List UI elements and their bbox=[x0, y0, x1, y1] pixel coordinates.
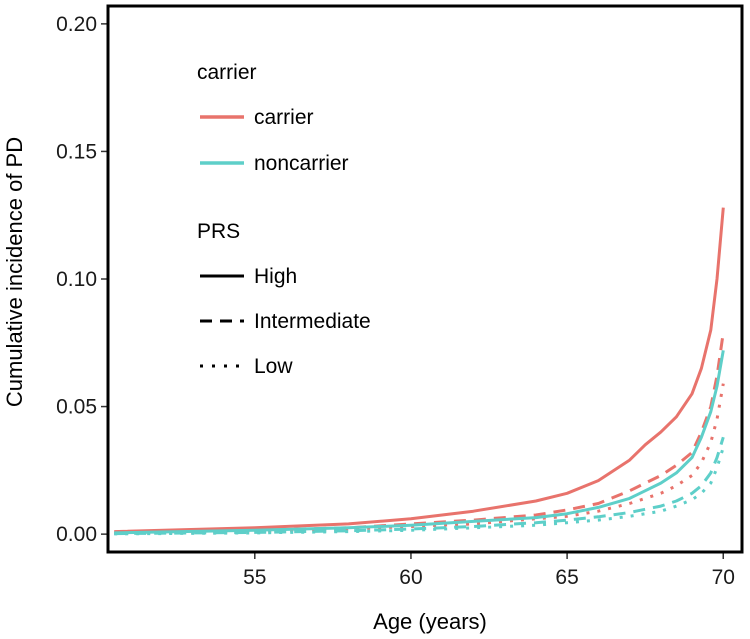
y-axis-title: Cumulative incidence of PD bbox=[2, 137, 27, 407]
legend-color-title: carrier bbox=[197, 61, 257, 84]
x-tick-label: 70 bbox=[712, 566, 735, 589]
legend-prs-title: PRS bbox=[197, 220, 240, 243]
series-layer bbox=[114, 207, 725, 536]
legend-label-intermediate: Intermediate bbox=[254, 310, 371, 333]
x-tick-label: 60 bbox=[399, 566, 422, 589]
series-line-noncarrier-low bbox=[114, 446, 725, 536]
x-tick-label: 55 bbox=[243, 566, 266, 589]
x-tick-label: 65 bbox=[555, 566, 578, 589]
legend-label-low: Low bbox=[254, 355, 293, 378]
series-line-noncarrier-high bbox=[114, 350, 725, 535]
y-tick-label: 0.10 bbox=[56, 268, 97, 291]
y-tick-label: 0.00 bbox=[56, 523, 97, 546]
legend: carrier carrier noncarrier PRS High Inte… bbox=[197, 61, 371, 378]
legend-label-noncarrier: noncarrier bbox=[254, 152, 349, 175]
y-tick-label: 0.05 bbox=[56, 396, 97, 419]
plot-panel bbox=[106, 4, 744, 554]
series-line-carrier-high bbox=[114, 207, 725, 534]
legend-label-carrier: carrier bbox=[254, 106, 314, 129]
ticks-layer: 0.00 0.05 0.10 0.15 0.20 55 60 65 70 bbox=[56, 13, 735, 589]
x-axis-title: Age (years) bbox=[373, 609, 487, 634]
y-tick-label: 0.20 bbox=[56, 13, 97, 36]
legend-label-high: High bbox=[254, 265, 297, 288]
y-tick-label: 0.15 bbox=[56, 140, 97, 163]
